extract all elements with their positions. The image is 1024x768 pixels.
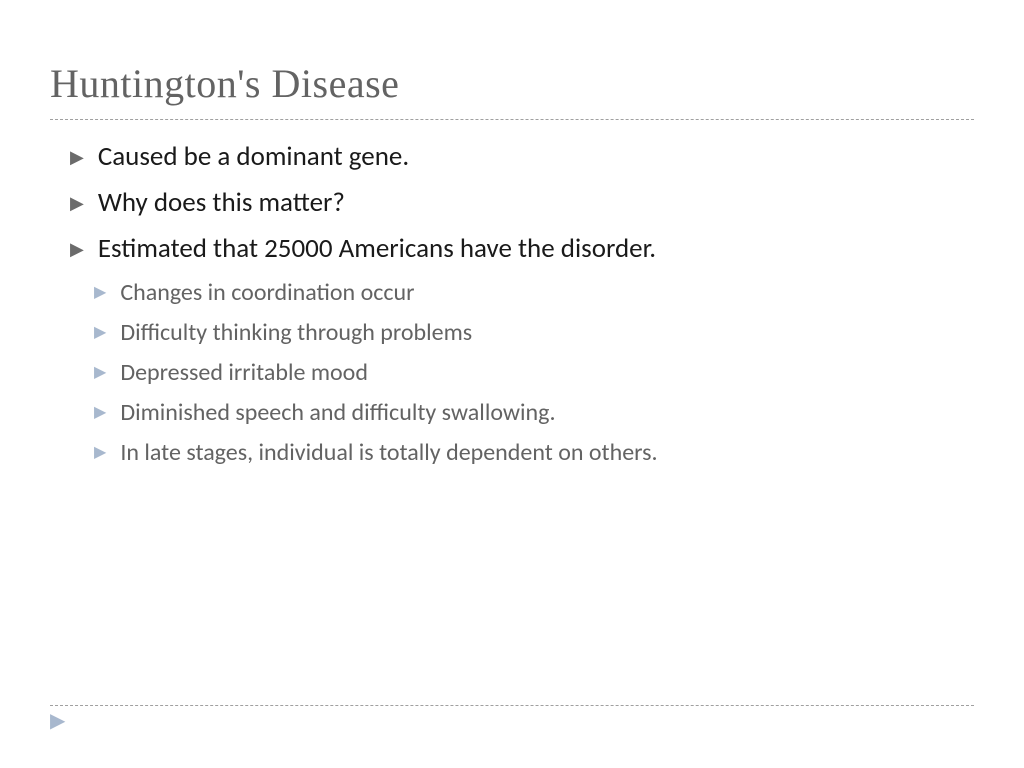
triangle-bullet-icon: ▶ [70,232,84,266]
bullet-text: Why does this matter? [98,186,345,219]
triangle-bullet-icon: ▶ [70,140,84,174]
list-item: ▶ Estimated that 25000 Americans have th… [70,232,974,266]
footer-marker-icon: ▶ [50,708,65,733]
footer-divider [50,705,974,706]
triangle-bullet-icon: ▶ [94,318,106,348]
bullet-text: Depressed irritable mood [120,358,368,387]
title-divider [50,119,974,120]
triangle-bullet-icon: ▶ [94,398,106,428]
list-item: ▶ Changes in coordination occur [94,278,974,308]
bullet-text: Estimated that 25000 Americans have the … [98,232,656,265]
bullet-text: Caused be a dominant gene. [98,140,409,173]
list-item: ▶ Caused be a dominant gene. [70,140,974,174]
bullet-text: Changes in coordination occur [120,278,414,307]
bullet-text: Difficulty thinking through problems [120,318,472,347]
main-bullet-list: ▶ Caused be a dominant gene. ▶ Why does … [50,140,974,266]
bullet-text: In late stages, individual is totally de… [120,438,657,467]
list-item: ▶ Depressed irritable mood [94,358,974,388]
triangle-bullet-icon: ▶ [70,186,84,220]
list-item: ▶ Why does this matter? [70,186,974,220]
list-item: ▶ In late stages, individual is totally … [94,438,974,468]
triangle-bullet-icon: ▶ [94,278,106,308]
triangle-bullet-icon: ▶ [94,358,106,388]
list-item: ▶ Difficulty thinking through problems [94,318,974,348]
sub-bullet-list: ▶ Changes in coordination occur ▶ Diffic… [50,278,974,468]
slide-title: Huntington's Disease [50,60,974,107]
list-item: ▶ Diminished speech and difficulty swall… [94,398,974,428]
triangle-bullet-icon: ▶ [94,438,106,468]
bullet-text: Diminished speech and difficulty swallow… [120,398,555,427]
